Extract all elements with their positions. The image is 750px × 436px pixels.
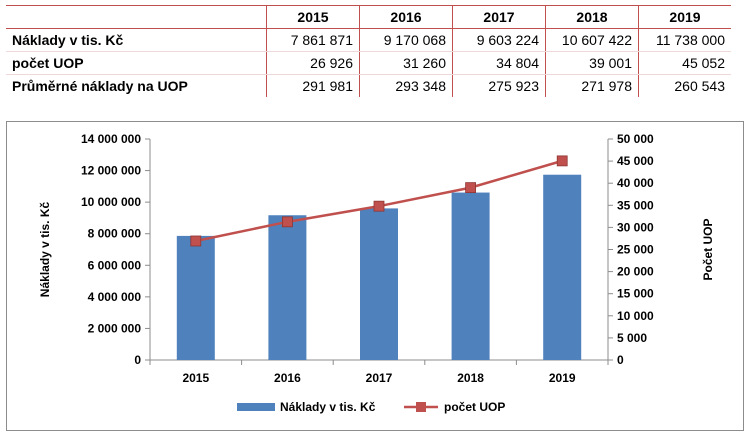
y-tick-label: 14 000 000: [81, 132, 141, 146]
y2-tick-label: 10 000: [617, 309, 654, 323]
table-cell: 45 052: [638, 51, 731, 75]
legend-label: počet UOP: [444, 400, 505, 414]
table-cell: 39 001: [545, 51, 639, 75]
row-label: počet UOP: [6, 51, 267, 75]
table-cell: 26 926: [266, 51, 360, 75]
line-point: [281, 216, 293, 228]
year-header: 2018: [545, 5, 639, 29]
table-cell: 11 738 000: [638, 28, 731, 52]
y2-tick-label: 15 000: [617, 287, 654, 301]
y-tick-label: 10 000 000: [81, 195, 141, 209]
y2-tick-label: 30 000: [617, 220, 654, 234]
legend-swatch-marker: [416, 402, 426, 412]
y2-tick-label: 0: [617, 353, 624, 367]
y-tick-label: 8 000 000: [88, 227, 142, 241]
y2-tick-label: 35 000: [617, 198, 654, 212]
y-tick-label: 6 000 000: [88, 258, 142, 272]
x-tick-label: 2015: [182, 371, 209, 385]
year-header: 2019: [638, 5, 731, 29]
chart-frame: [6, 121, 744, 431]
y-axis-title: Náklady v tis. Kč: [38, 201, 52, 297]
y-tick-label: 2 000 000: [88, 321, 142, 335]
y2-axis-title: Počet UOP: [701, 218, 715, 280]
y2-tick-label: 50 000: [617, 132, 654, 146]
y2-tick-label: 20 000: [617, 265, 654, 279]
legend-swatch-bar: [237, 403, 275, 411]
table-row: Průměrné náklady na UOP 291 981 293 348 …: [6, 74, 731, 97]
table-cell: 34 804: [452, 51, 546, 75]
x-tick-label: 2017: [366, 371, 393, 385]
x-tick-label: 2019: [549, 371, 576, 385]
row-label: Průměrné náklady na UOP: [12, 78, 188, 94]
data-table: 2015 2016 2017 2018 2019 Náklady v tis. …: [6, 5, 731, 97]
table-cell: 31 260: [359, 51, 453, 75]
table-cell: 260 543: [638, 74, 731, 97]
legend-label: Náklady v tis. Kč: [280, 400, 376, 414]
y-tick-label: 12 000 000: [81, 164, 141, 178]
x-tick-label: 2018: [457, 371, 484, 385]
y-tick-label: 4 000 000: [88, 290, 142, 304]
table-cell: 9 170 068: [359, 28, 453, 52]
table-header-row: 2015 2016 2017 2018 2019: [6, 5, 731, 29]
line-point: [465, 182, 477, 194]
table-corner: [6, 5, 267, 29]
year-header: 2016: [359, 5, 453, 29]
line-point: [373, 200, 385, 212]
table-cell: 275 923: [452, 74, 546, 97]
y2-tick-label: 25 000: [617, 243, 654, 257]
bar: [543, 174, 582, 360]
table-row: Náklady v tis. Kč 7 861 871 9 170 068 9 …: [6, 28, 731, 52]
table-cell: 291 981: [266, 74, 360, 97]
table-cell: 271 978: [545, 74, 639, 97]
bar: [176, 235, 215, 360]
table-row: počet UOP 26 926 31 260 34 804 39 001 45…: [6, 51, 731, 75]
table-cell: 10 607 422: [545, 28, 639, 52]
y2-tick-label: 45 000: [617, 154, 654, 168]
x-tick-label: 2016: [274, 371, 301, 385]
bar: [451, 192, 490, 360]
row-label: Náklady v tis. Kč: [6, 28, 267, 52]
combo-chart: 0 2 000 000 4 000 000 6 000 000 8 000 000 10 …: [38, 132, 715, 414]
line-point: [190, 235, 202, 247]
y2-tick-label: 40 000: [617, 176, 654, 190]
bar: [360, 208, 398, 360]
table-cell: 9 603 224: [452, 28, 546, 52]
table-cell: 293 348: [359, 74, 453, 97]
line-point: [556, 155, 568, 167]
y2-tick-label: 5 000: [617, 331, 647, 345]
bar: [268, 215, 307, 360]
year-header: 2017: [452, 5, 546, 29]
table-cell: 7 861 871: [266, 28, 360, 52]
year-header: 2015: [266, 5, 360, 29]
y-tick-label: 0: [134, 353, 141, 367]
